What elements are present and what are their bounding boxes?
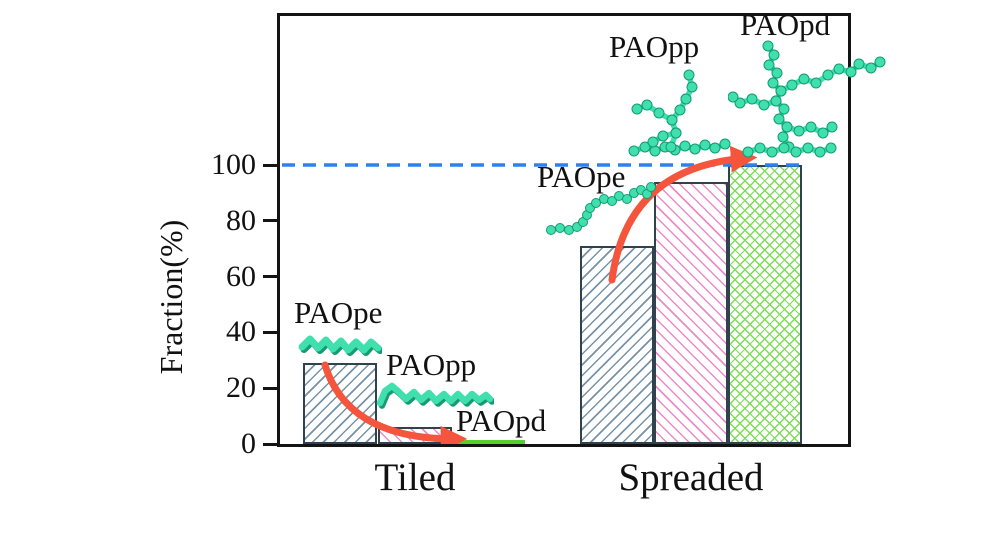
- bar-tiled-paope: [303, 363, 377, 444]
- y-tick-60: [263, 275, 278, 279]
- paope-tiled-molecule-icon: [298, 335, 382, 356]
- label-spreaded-paope: PAOpe: [537, 159, 626, 194]
- x-category-label-tiled: Tiled: [374, 456, 456, 499]
- y-tick-label-60: 60: [226, 259, 256, 293]
- bar-tiled-paopp: [378, 427, 452, 444]
- bar-spreaded-paopd: [728, 165, 802, 444]
- label-tiled-paopp: PAOpp: [386, 347, 477, 382]
- bar-spreaded-paope: [580, 245, 654, 444]
- y-tick-label-80: 80: [226, 203, 256, 237]
- y-tick-0: [263, 442, 278, 446]
- paopp-spreaded-molecule-icon: [628, 69, 731, 157]
- plot-area: [277, 13, 851, 447]
- y-tick-label-100: 100: [211, 148, 256, 181]
- y-tick-80: [263, 219, 278, 223]
- paopd-spreaded-molecule-icon: [728, 40, 886, 158]
- y-tick-label-20: 20: [226, 371, 256, 405]
- y-tick-100: [263, 163, 278, 167]
- bar-tiled-paopd: [451, 440, 525, 444]
- label-spreaded-paopd: PAOpd: [740, 7, 831, 42]
- x-category-label-spreaded: Spreaded: [618, 456, 764, 499]
- y-tick-label-40: 40: [226, 315, 256, 349]
- y-tick-40: [263, 330, 278, 334]
- y-tick-label-0: 0: [241, 427, 256, 460]
- label-spreaded-paopp: PAOpp: [609, 29, 700, 64]
- label-tiled-paope: PAOpe: [294, 295, 383, 330]
- label-tiled-paopd: PAOpd: [456, 403, 547, 438]
- y-tick-20: [263, 386, 278, 390]
- bar-spreaded-paopp: [654, 181, 728, 444]
